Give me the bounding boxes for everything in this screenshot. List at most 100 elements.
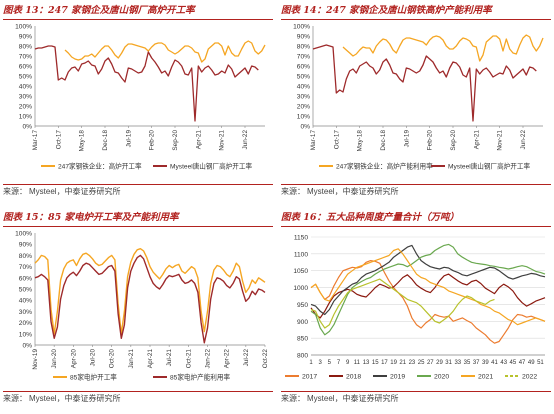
series-line: [34, 45, 259, 122]
x-tick-label: Oct-17: [55, 130, 62, 150]
y-tick-label: 10%: [19, 331, 32, 338]
source-text: Mysteel，中泰证券研究所: [307, 187, 399, 196]
source-label: 来源：: [3, 394, 27, 403]
x-tick-label: Jun-22: [520, 130, 527, 150]
y-tick-label: 1000: [293, 285, 308, 292]
title-rule: [281, 226, 551, 227]
source-label: 来源：: [3, 187, 27, 196]
x-tick-label: Sep-20: [172, 130, 179, 151]
legend-label: 247家钢铁企业：高炉开工率: [58, 162, 142, 171]
x-tick-label: Jul-19: [403, 130, 410, 148]
x-tick-label: Mar-17: [310, 130, 317, 151]
x-tick-label: 1: [309, 360, 313, 366]
x-tick-label: 17: [381, 360, 388, 366]
x-tick-label: 15: [372, 360, 379, 366]
x-tick-label: Sep-20: [450, 130, 457, 151]
series-line: [342, 34, 544, 62]
x-tick-label: 41: [491, 360, 498, 366]
source-note: 来源： Mysteel，中泰证券研究所: [3, 184, 273, 198]
x-tick-label: 11: [354, 360, 361, 366]
y-tick-label: 20%: [19, 320, 32, 327]
x-tick-label: 33: [454, 360, 461, 366]
x-tick-label: Jan-21: [128, 349, 135, 369]
x-tick-label: 23: [409, 360, 416, 366]
x-tick-label: Feb-20: [149, 130, 156, 151]
x-tick-label: Jan-20: [51, 349, 58, 369]
x-tick-label: 35: [464, 360, 471, 366]
chart-title: 图表 13：247 家钢企及唐山钢厂高炉开工率: [3, 5, 195, 16]
y-tick-label: 0%: [22, 124, 32, 131]
x-tick-label: 5: [328, 360, 332, 366]
x-tick-label: Jul-20: [90, 349, 97, 367]
y-tick-label: 0%: [22, 343, 32, 350]
x-tick-label: Jul-22: [243, 349, 250, 367]
x-tick-label: Apr-20: [70, 349, 77, 369]
y-tick-label: 10%: [297, 114, 310, 121]
chart-panel-16: 图表 16：五大品种周度产量合计（万吨） 800 850 900 950 1000 105…: [281, 210, 551, 408]
x-tick-label: 45: [510, 360, 517, 366]
series-line: [312, 44, 537, 122]
legend-label: 2022: [522, 374, 537, 381]
legend-label: 85家电炉产能利用率: [170, 373, 230, 382]
x-tick-label: May-18: [357, 130, 364, 152]
x-tick-label: 49: [528, 360, 535, 366]
y-tick-label: 100%: [15, 24, 32, 31]
x-tick-label: Jul-21: [166, 349, 173, 367]
series-line: [34, 254, 266, 344]
series-line: [310, 259, 546, 344]
series-line: [310, 244, 546, 316]
legend-label: 2018: [346, 374, 361, 381]
y-tick-label: 70%: [19, 54, 32, 61]
chart-panel-13: 图表 13：247 家钢企及唐山钢厂高炉开工率 0% 10% 20% 30% 40% 50…: [3, 3, 273, 201]
x-tick-label: 3: [319, 360, 323, 366]
y-tick-label: 80%: [19, 253, 32, 260]
chart-panel-15: 图表 15：85 家电炉开工率及产能利用率 0% 10% 20% 30% 40% 50% 6…: [3, 210, 273, 408]
series-line: [310, 248, 546, 326]
source-note: 来源： Mysteel，中泰证券研究所: [3, 391, 273, 405]
x-tick-label: Jul-19: [125, 130, 132, 148]
x-tick-label: Dec-18: [102, 130, 109, 151]
y-tick-label: 10%: [19, 114, 32, 121]
x-tick-label: Mar-17: [32, 130, 39, 151]
y-tick-label: 30%: [19, 309, 32, 316]
y-tick-label: 60%: [19, 64, 32, 71]
y-tick-label: 850: [297, 336, 308, 343]
x-tick-label: Oct-21: [185, 349, 192, 369]
title-rule: [3, 19, 273, 20]
source-label: 来源：: [281, 394, 305, 403]
y-tick-label: 50%: [297, 74, 310, 81]
y-tick-label: 40%: [19, 84, 32, 91]
y-tick-label: 30%: [297, 94, 310, 101]
y-tick-label: 40%: [19, 298, 32, 305]
y-tick-label: 80%: [297, 44, 310, 51]
x-tick-label: 39: [482, 360, 489, 366]
x-tick-label: 51: [537, 360, 544, 366]
y-tick-label: 1050: [293, 268, 308, 275]
x-tick-label: 43: [500, 360, 507, 366]
y-tick-label: 20%: [297, 104, 310, 111]
x-tick-label: 25: [418, 360, 425, 366]
legend-label: Mysteel唐山钢厂高炉开工率: [448, 162, 530, 171]
x-tick-label: 13: [363, 360, 370, 366]
line-chart-13: 0% 10% 20% 30% 40% 50% 60% 70% 80% 90% 100% Mar-17 O…: [15, 24, 266, 171]
series-line: [64, 40, 266, 63]
x-tick-label: 37: [473, 360, 480, 366]
y-tick-label: 40%: [297, 84, 310, 91]
y-tick-label: 0%: [300, 124, 310, 131]
legend-label: 2017: [302, 374, 317, 381]
title-rule: [281, 19, 551, 20]
title-rule: [3, 226, 273, 227]
x-tick-label: Oct-22: [262, 349, 269, 369]
x-tick-label: Oct-20: [109, 349, 116, 369]
source-label: 来源：: [281, 187, 305, 196]
y-tick-label: 1100: [294, 251, 309, 258]
y-tick-label: 60%: [19, 275, 32, 282]
x-tick-label: 31: [445, 360, 452, 366]
x-tick-label: May-18: [79, 130, 86, 152]
y-tick-label: 80%: [19, 44, 32, 51]
y-tick-label: 60%: [297, 64, 310, 71]
x-tick-label: Jan-22: [205, 349, 212, 369]
y-tick-label: 70%: [19, 264, 32, 271]
